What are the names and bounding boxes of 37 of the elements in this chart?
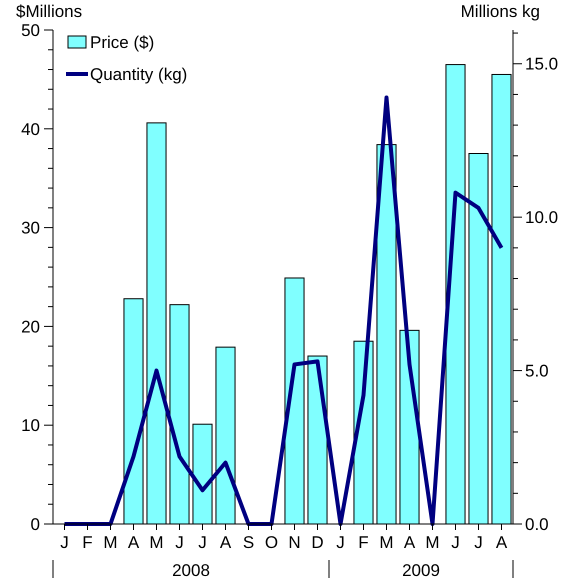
legend-label: Price ($) — [90, 32, 154, 52]
x-tick-label: M — [103, 533, 118, 552]
legend-label: Quantity (kg) — [90, 64, 188, 84]
x-tick-label: J — [60, 533, 69, 552]
y-tick-label: 50 — [21, 20, 40, 40]
x-tick-label: M — [149, 533, 164, 552]
text: 2009 — [402, 561, 440, 580]
y2-tick-label: 15.0 — [525, 54, 558, 74]
x-tick-label: J — [336, 533, 345, 552]
y2-tick-label: 0.0 — [525, 514, 549, 534]
x-tick-label: N — [288, 533, 301, 552]
x-tick-label: A — [220, 533, 232, 552]
x-tick-label: F — [358, 533, 369, 552]
y-tick-label: 20 — [21, 317, 40, 336]
x-tick-label: J — [474, 533, 483, 552]
x-tick-label: J — [198, 533, 207, 552]
x-tick-label: M — [425, 533, 440, 552]
x-tick-label: O — [264, 533, 278, 552]
y-tick-label: 10 — [21, 416, 40, 436]
y-tick-label: 30 — [21, 218, 40, 238]
x-tick-label: M — [379, 533, 394, 552]
text: 2008 — [172, 561, 210, 580]
x-tick-label: A — [404, 533, 416, 552]
x-tick-label: F — [82, 533, 93, 552]
y2-tick-label: 5.0 — [525, 362, 549, 381]
y2-axis-title: Millions kg — [460, 2, 540, 21]
line-series — [62, 96, 504, 526]
y-tick-label: 40 — [21, 120, 40, 139]
y-tick-label: 0 — [30, 514, 40, 534]
x-tick-label: J — [175, 533, 184, 552]
x-tick-label: J — [451, 533, 460, 552]
x-tick-label: A — [496, 533, 508, 552]
x-tick-label: D — [311, 533, 324, 552]
y-axis-title: $Millions — [16, 2, 82, 21]
x-tick-label: A — [128, 533, 140, 552]
y2-tick-label: 10.0 — [525, 208, 558, 228]
x-tick-label: S — [242, 533, 254, 552]
